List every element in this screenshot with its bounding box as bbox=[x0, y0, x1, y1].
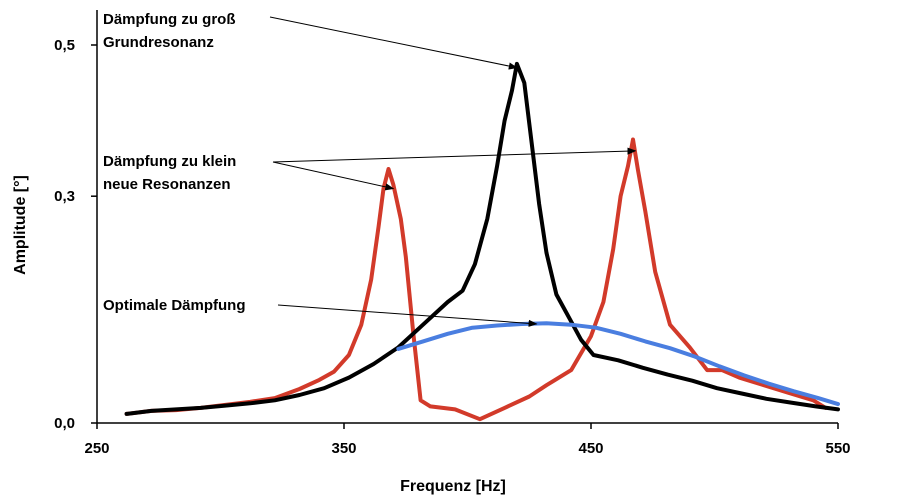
annotation-pointers bbox=[269, 16, 637, 327]
x-tick-label-3: 550 bbox=[825, 440, 850, 457]
x-tick-label-1: 350 bbox=[331, 440, 356, 457]
x-tick-label-0: 250 bbox=[84, 440, 109, 457]
annotation-neue-resonanzen-line1: Dämpfung zu klein bbox=[103, 153, 236, 170]
series-line-0 bbox=[124, 137, 828, 422]
annotation-optimale-daempfung: Optimale Dämpfung bbox=[103, 297, 246, 314]
y-ticks: 0,0 0,3 0,5 bbox=[54, 37, 97, 432]
series-line-1 bbox=[124, 61, 840, 416]
annotation-grundresonanz-line1: Dämpfung zu groß bbox=[103, 11, 235, 28]
pointer-grundresonanz-0 bbox=[269, 16, 518, 70]
series-line-2 bbox=[396, 321, 840, 407]
pointer-neue-resonanzen-0 bbox=[272, 161, 395, 191]
annotation-grundresonanz-line2: Grundresonanz bbox=[103, 34, 214, 51]
y-tick-label-2: 0,5 bbox=[54, 37, 75, 54]
y-tick-label-0: 0,0 bbox=[54, 415, 75, 432]
pointer-neue-resonanzen-1 bbox=[272, 147, 637, 163]
series-group bbox=[124, 61, 840, 422]
x-ticks: 250 350 450 550 bbox=[84, 423, 851, 457]
x-axis-title: Frequenz [Hz] bbox=[400, 478, 506, 495]
pointer-optimale-daempfung-0 bbox=[277, 304, 538, 327]
y-axis-title: Amplitude [°] bbox=[12, 175, 29, 275]
x-tick-label-2: 450 bbox=[578, 440, 603, 457]
y-tick-label-1: 0,3 bbox=[54, 188, 75, 205]
annotation-neue-resonanzen-line2: neue Resonanzen bbox=[103, 176, 231, 193]
